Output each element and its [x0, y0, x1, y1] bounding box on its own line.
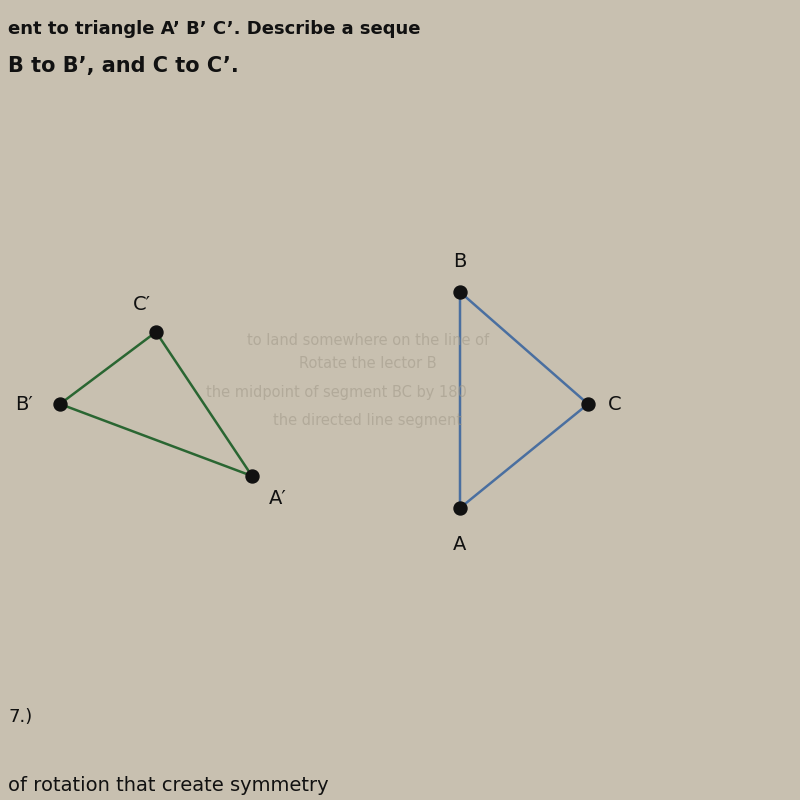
Point — [54, 398, 66, 410]
Text: B: B — [454, 252, 466, 271]
Point — [454, 286, 466, 298]
Point — [582, 398, 594, 410]
Text: Rotate the lector B: Rotate the lector B — [299, 357, 437, 371]
Text: B to B’, and C to C’.: B to B’, and C to C’. — [8, 56, 238, 76]
Point — [246, 470, 258, 482]
Text: the midpoint of segment BC by 180: the midpoint of segment BC by 180 — [206, 385, 466, 399]
Text: C: C — [607, 394, 622, 414]
Text: of rotation that create symmetry: of rotation that create symmetry — [8, 776, 329, 795]
Point — [150, 326, 162, 338]
Text: ent to triangle A’ B’ C’. Describe a seque: ent to triangle A’ B’ C’. Describe a seq… — [8, 20, 421, 38]
Text: A′: A′ — [269, 489, 286, 508]
Text: B′: B′ — [15, 394, 33, 414]
Text: A: A — [454, 534, 466, 554]
Text: C′: C′ — [133, 294, 150, 314]
Point — [454, 502, 466, 514]
Text: to land somewhere on the line of: to land somewhere on the line of — [247, 333, 489, 347]
Text: 7.): 7.) — [8, 708, 32, 726]
Text: the directed line segment: the directed line segment — [274, 413, 462, 427]
